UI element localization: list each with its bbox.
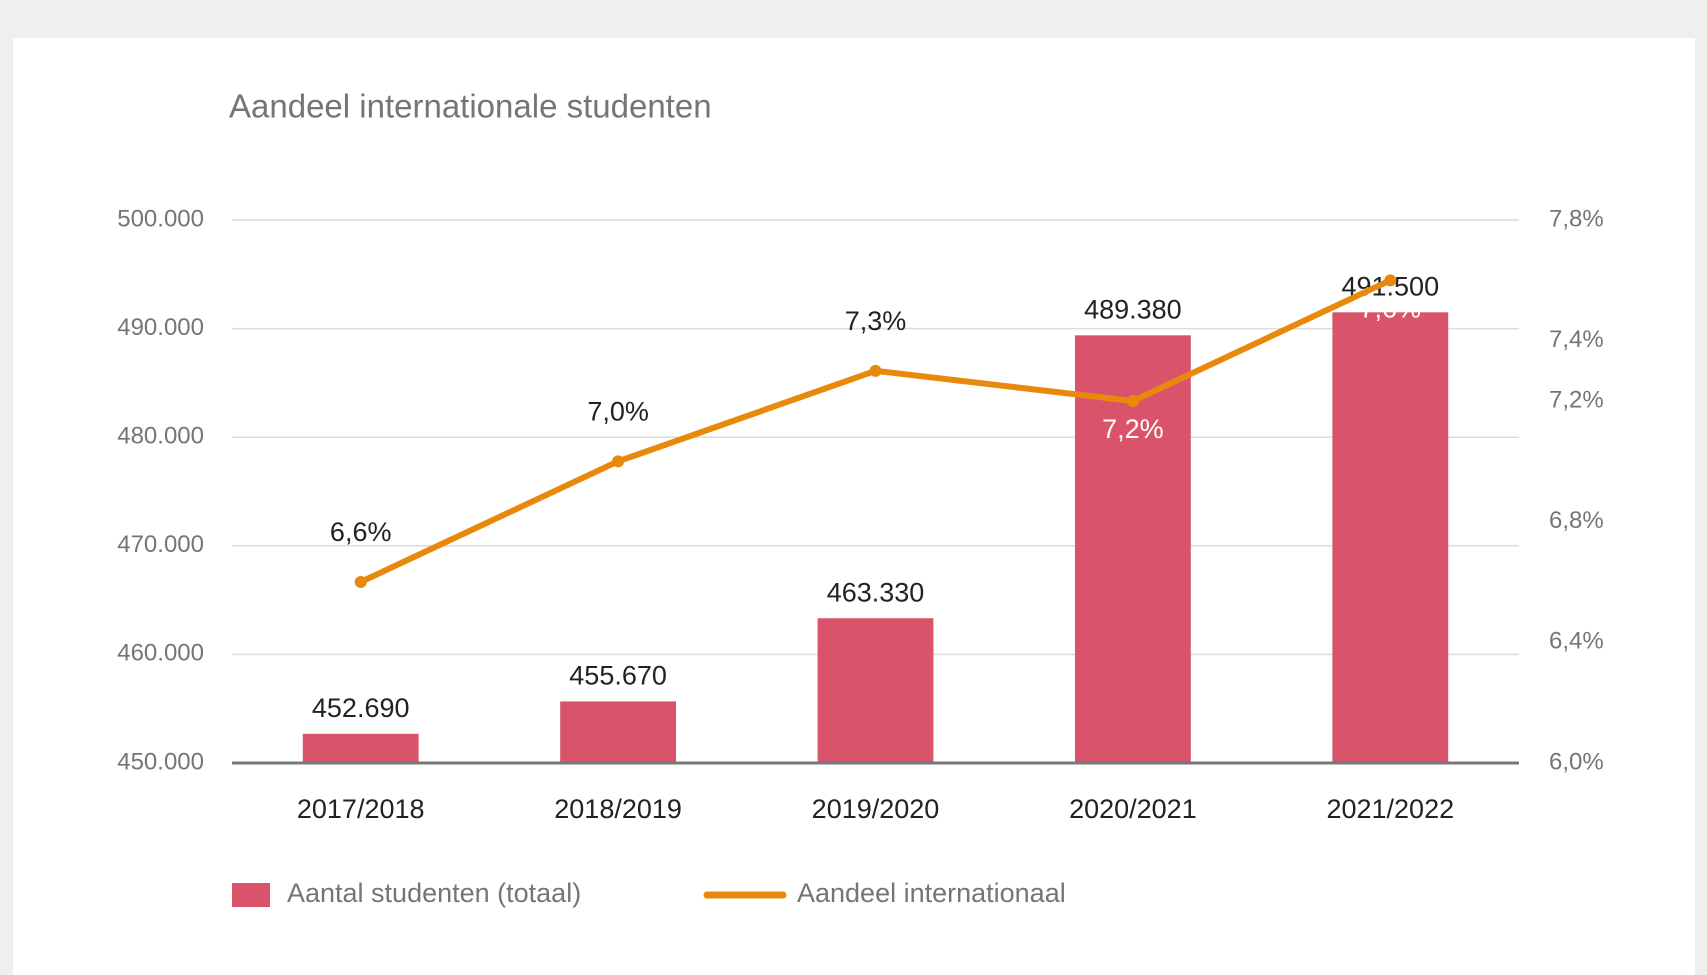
bar: [1332, 312, 1449, 763]
line-point: [1126, 395, 1139, 407]
line-point: [354, 576, 367, 588]
y-tick-label: 500.000: [117, 205, 204, 232]
legend-label: Aandeel internationaal: [797, 878, 1066, 908]
line-value-label: 6,6%: [330, 517, 392, 547]
line-value-label: 7,3%: [845, 306, 907, 336]
x-tick-label: 2019/2020: [812, 794, 940, 824]
y2-tick-label: 7,2%: [1549, 386, 1604, 413]
y2-tick-label: 6,8%: [1549, 507, 1604, 534]
x-tick-label: 2017/2018: [297, 794, 425, 824]
y-tick-label: 460.000: [117, 640, 204, 667]
y-tick-label: 450.000: [117, 748, 204, 775]
bar-value-label: 463.330: [827, 577, 925, 607]
legend-swatch: [232, 883, 270, 907]
line-value-label: 7,2%: [1102, 414, 1164, 444]
x-tick-label: 2020/2021: [1069, 794, 1197, 824]
y2-tick-label: 7,4%: [1549, 326, 1604, 353]
bar-value-label: 452.690: [312, 693, 410, 723]
y2-tick-label: 6,0%: [1549, 748, 1604, 775]
line-value-label: 7,0%: [587, 396, 649, 426]
legend-label: Aantal studenten (totaal): [287, 878, 581, 908]
bar: [560, 701, 677, 763]
line-point: [1384, 274, 1397, 287]
y-tick-label: 490.000: [117, 314, 204, 341]
x-tick-label: 2021/2022: [1326, 794, 1454, 824]
line-value-label: 7,6%: [1360, 293, 1422, 323]
line-point: [612, 455, 625, 468]
bar-value-label: 455.670: [569, 661, 667, 691]
x-tick-label: 2018/2019: [554, 794, 682, 824]
chart-title: Aandeel internationale studenten: [229, 88, 712, 125]
line-point: [869, 364, 882, 377]
bar: [817, 618, 934, 763]
y-tick-label: 480.000: [117, 423, 204, 450]
bar-value-label: 489.380: [1084, 294, 1182, 324]
y-tick-label: 470.000: [117, 531, 204, 558]
y2-tick-label: 6,4%: [1549, 628, 1604, 655]
bar: [302, 733, 419, 763]
y2-tick-label: 7,8%: [1549, 205, 1604, 232]
